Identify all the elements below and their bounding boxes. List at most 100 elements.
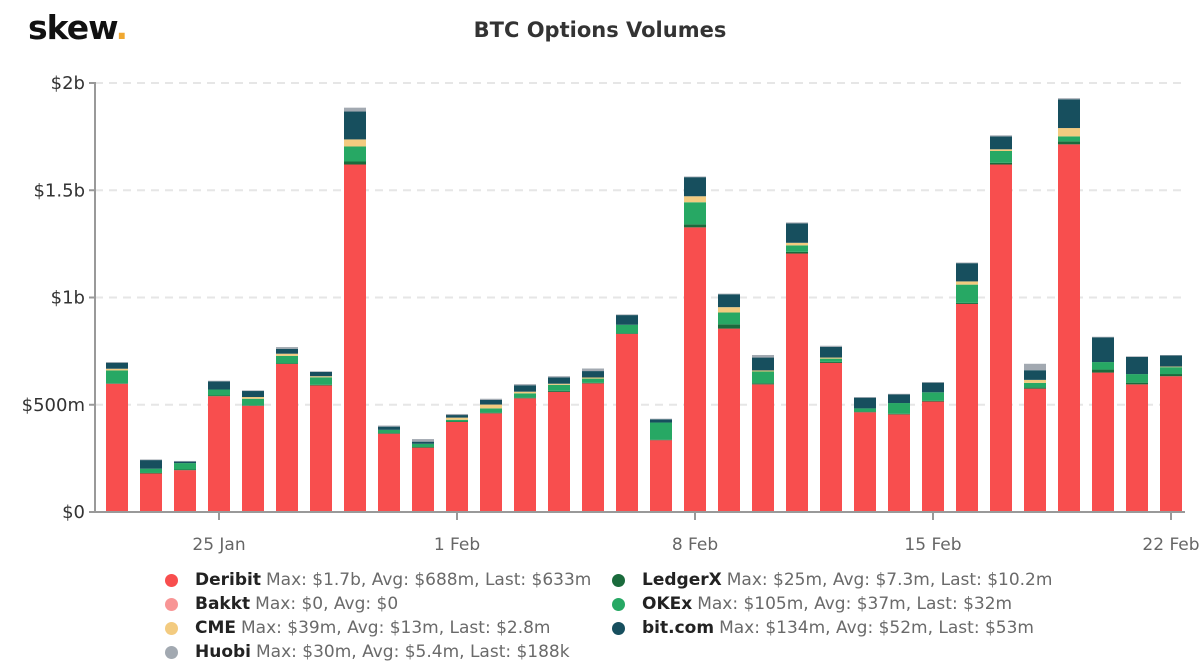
- bar-segment-deribit: [480, 413, 502, 512]
- bar-stack: [1058, 98, 1080, 513]
- bar-segment-huobi: [582, 368, 604, 372]
- bar-segment-okex: [922, 392, 944, 401]
- y-tick-label: $1.5b: [33, 180, 85, 201]
- bar-segment-deribit: [922, 401, 944, 512]
- bar-segment-ledgerx: [1058, 141, 1080, 145]
- y-axis-labels: $0 $500m $1b $1.5b $2b: [22, 73, 85, 523]
- bar-segment-bitcom: [650, 419, 672, 423]
- legend-item-bitcom[interactable]: bit.com Max: $134m, Avg: $52m, Last: $53…: [612, 616, 1052, 640]
- bar-segment-deribit: [1092, 372, 1114, 512]
- bar-segment-ledgerx: [480, 412, 502, 414]
- bar-segment-huobi: [752, 354, 774, 358]
- bar-segment-okex: [174, 463, 196, 470]
- legend-item-cme[interactable]: CME Max: $39m, Avg: $13m, Last: $2.8m: [165, 616, 591, 640]
- bar-segment-bitcom: [208, 381, 230, 390]
- legend-item-bakkt[interactable]: Bakkt Max: $0, Avg: $0: [165, 592, 591, 616]
- bar-segment-deribit: [242, 405, 264, 512]
- legend-item-deribit[interactable]: Deribit Max: $1.7b, Avg: $688m, Last: $6…: [165, 568, 591, 592]
- bar-segment-deribit: [888, 414, 910, 512]
- bar-segment-bitcom: [990, 136, 1012, 150]
- legend-dot-deribit: [165, 573, 178, 587]
- bar-segment-okex: [786, 245, 808, 252]
- bar-segment-huobi: [378, 425, 400, 427]
- chart-title: BTC Options Volumes: [473, 18, 727, 42]
- bar-segment-huobi: [344, 107, 366, 112]
- x-tick-label: 25 Jan: [192, 535, 245, 555]
- bar-segment-bitcom: [480, 399, 502, 405]
- skew-logo: skew.: [28, 8, 128, 47]
- bar-segment-ledgerx: [786, 251, 808, 254]
- bar-segment-huobi: [208, 380, 230, 382]
- legend-item-ledgerx[interactable]: LedgerX Max: $25m, Avg: $7.3m, Last: $10…: [612, 568, 1052, 592]
- bar-segment-deribit: [1024, 388, 1046, 512]
- bar-segment-okex: [1024, 382, 1046, 388]
- bar-stack: [990, 135, 1012, 512]
- bar-segment-cme: [1058, 128, 1080, 137]
- bar-segment-cme: [990, 149, 1012, 151]
- bar-segment-huobi: [922, 382, 944, 383]
- x-tick-label: 8 Feb: [672, 535, 718, 555]
- bar-segment-cme: [106, 368, 128, 371]
- bar-segment-okex: [208, 389, 230, 396]
- bar-segment-okex: [514, 393, 536, 398]
- bar-segment-huobi: [548, 376, 570, 378]
- bar-stack: [514, 384, 536, 512]
- bar-segment-okex: [616, 324, 638, 334]
- bar-segment-huobi: [242, 390, 264, 392]
- bar-segment-cme: [956, 281, 978, 285]
- bar-segment-okex: [480, 408, 502, 413]
- bar-segment-cme: [310, 376, 332, 378]
- bar-segment-huobi: [684, 176, 706, 178]
- bar-segment-cme: [514, 391, 536, 394]
- bar-segment-deribit: [956, 303, 978, 512]
- bar-stack: [650, 418, 672, 512]
- legend-item-okex[interactable]: OKEx Max: $105m, Avg: $37m, Last: $32m: [612, 592, 1052, 616]
- legend-stats: Max: $105m, Avg: $37m, Last: $32m: [697, 594, 1013, 614]
- bar-stack: [616, 314, 638, 512]
- legend-stats: Max: $1.7b, Avg: $688m, Last: $633m: [265, 570, 592, 590]
- bar-segment-ledgerx: [514, 397, 536, 399]
- bar-stack: [1160, 355, 1182, 512]
- bar-segment-cme: [1160, 366, 1182, 368]
- bar-segment-ledgerx: [854, 411, 876, 413]
- bar-segment-huobi: [854, 397, 876, 398]
- bar-segment-huobi: [1024, 363, 1046, 371]
- bar-segment-ledgerx: [752, 383, 774, 385]
- bar-stack: [310, 371, 332, 512]
- bar-segment-cme: [718, 307, 740, 313]
- bar-stack: [922, 382, 944, 512]
- bar-segment-deribit: [820, 362, 842, 512]
- bar-stack: [242, 390, 264, 512]
- bar-segment-huobi: [1160, 355, 1182, 356]
- bar-segment-bitcom: [310, 371, 332, 377]
- bar-chart: $0 $500m $1b $1.5b $2b 25 Jan 1 Feb 8 Feb 15 Fe…: [22, 73, 1200, 555]
- bar-segment-ledgerx: [242, 405, 264, 406]
- bar-segment-okex: [412, 443, 434, 448]
- bar-segment-okex: [956, 284, 978, 303]
- bar-segment-deribit: [140, 473, 162, 512]
- bar-segment-ledgerx: [276, 363, 298, 364]
- logo-dot: .: [115, 8, 128, 47]
- legend-name: OKEx: [642, 594, 693, 614]
- bar-segment-deribit: [1160, 376, 1182, 512]
- bar-segment-ledgerx: [446, 421, 468, 422]
- bar-segment-ledgerx: [106, 383, 128, 384]
- bar-stack: [208, 380, 230, 512]
- legend-name: Huobi: [195, 642, 252, 662]
- bars: [106, 98, 1182, 513]
- bar-segment-bitcom: [1126, 356, 1148, 375]
- bar-segment-ledgerx: [208, 395, 230, 397]
- bar-segment-deribit: [650, 440, 672, 512]
- bar-segment-ledgerx: [956, 302, 978, 304]
- bar-segment-deribit: [446, 421, 468, 512]
- bar-segment-bitcom: [548, 377, 570, 384]
- bar-segment-deribit: [310, 385, 332, 512]
- bar-segment-bitcom: [1160, 355, 1182, 367]
- legend-item-huobi[interactable]: Huobi Max: $30m, Avg: $5.4m, Last: $188k: [165, 640, 591, 664]
- bar-segment-bitcom: [854, 397, 876, 409]
- bar-segment-bitcom: [242, 391, 264, 398]
- bar-segment-bitcom: [412, 441, 434, 444]
- bar-segment-bitcom: [616, 315, 638, 325]
- bar-segment-cme: [548, 383, 570, 385]
- bar-stack: [140, 459, 162, 512]
